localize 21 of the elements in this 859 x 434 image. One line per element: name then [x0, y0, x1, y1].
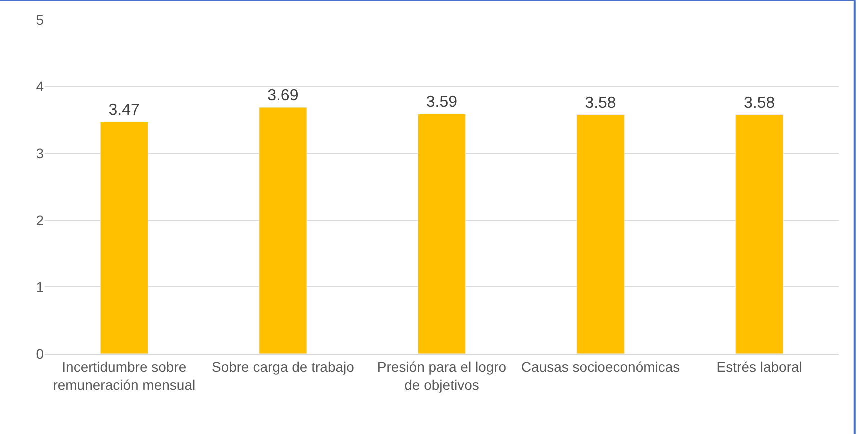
- data-label: 3.58: [585, 94, 616, 112]
- y-tick-label: 5: [36, 12, 44, 28]
- x-tick-label: Estrés laboral: [716, 358, 802, 375]
- y-tick-label: 0: [36, 346, 44, 362]
- bar: [736, 114, 784, 354]
- x-tick-label: Causas socioeconómicas: [521, 358, 680, 375]
- y-tick-label: 2: [36, 212, 44, 228]
- x-tick-label: Presión para el logro de objetivos: [377, 358, 507, 393]
- x-tick-label: Sobre carga de trabajo: [212, 358, 355, 375]
- bar: [100, 122, 148, 354]
- y-tick-label: 1: [36, 279, 44, 296]
- data-label: 3.47: [108, 102, 140, 120]
- y-tick-label: 3: [36, 146, 44, 162]
- data-label: 3.58: [744, 94, 776, 112]
- y-tick-label: 4: [36, 78, 44, 95]
- data-label: 3.59: [426, 94, 458, 112]
- bar: [259, 107, 308, 354]
- data-label: 3.69: [268, 88, 299, 105]
- bar: [418, 114, 466, 354]
- x-tick-label: Incertidumbre sobre remuneración mensual: [53, 358, 196, 393]
- bar: [576, 114, 625, 354]
